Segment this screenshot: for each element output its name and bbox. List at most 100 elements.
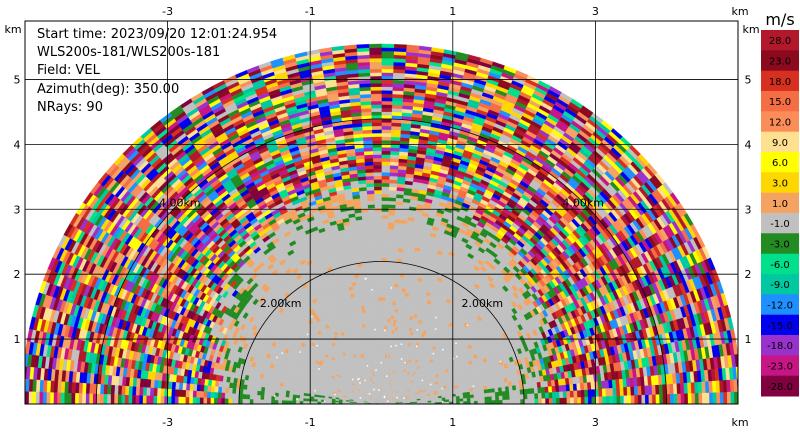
radar-gate-cell bbox=[381, 207, 389, 212]
radar-gate-cell bbox=[389, 318, 394, 323]
radar-gate-cell bbox=[659, 394, 664, 404]
radar-gate-cell bbox=[371, 122, 382, 127]
radar-gate-cell bbox=[637, 394, 642, 404]
radar-gate-cell bbox=[381, 197, 389, 202]
radar-gate-cell bbox=[390, 140, 401, 145]
radar-gate-cell bbox=[541, 398, 546, 404]
radar-gate-cell bbox=[378, 318, 382, 323]
radar-gate-cell bbox=[394, 308, 399, 313]
radar-gate-cell bbox=[516, 398, 521, 404]
radar-gate-cell bbox=[388, 304, 393, 309]
radar-gate-cell bbox=[381, 150, 391, 155]
radar-gate-cell bbox=[608, 387, 614, 397]
radar-gate-cell bbox=[372, 147, 382, 152]
radar-gate-cell bbox=[367, 275, 373, 281]
radar-gate-cell bbox=[356, 44, 370, 49]
radar-gate-cell bbox=[387, 215, 395, 220]
radar-gate-cell bbox=[480, 389, 485, 394]
radar-gate-cell bbox=[672, 383, 678, 394]
radar-gate-cell bbox=[374, 204, 382, 209]
radar-gate-cell bbox=[637, 385, 642, 396]
radar-gate-cell bbox=[487, 388, 492, 393]
radar-gate-cell bbox=[375, 236, 382, 241]
radar-gate-cell bbox=[388, 297, 393, 302]
radar-gate-cell bbox=[374, 200, 382, 205]
radar-gate-cell bbox=[381, 339, 384, 344]
radar-gate-cell bbox=[544, 386, 549, 393]
radar-gate-cell bbox=[616, 395, 621, 404]
radar-gate-cell bbox=[363, 154, 374, 159]
radar-gate-cell bbox=[630, 386, 635, 396]
radar-gate-cell bbox=[587, 396, 592, 404]
radar-gate-cell bbox=[381, 79, 393, 84]
radar-gate-cell bbox=[477, 396, 482, 401]
radar-gate-cell bbox=[386, 247, 393, 252]
radar-gate-cell bbox=[389, 154, 400, 159]
radar-gate-cell bbox=[393, 286, 399, 292]
radar-gate-cell bbox=[530, 398, 535, 404]
radar-gate-cell bbox=[381, 296, 386, 301]
radar-gate-cell bbox=[365, 293, 371, 299]
radar-gate-cell bbox=[377, 293, 382, 298]
radar-gate-cell bbox=[511, 384, 517, 391]
radar-gate-cell bbox=[381, 357, 384, 362]
radar-gate-cell bbox=[566, 390, 571, 398]
radar-gate-cell bbox=[477, 400, 482, 404]
radar-gate-cell bbox=[376, 254, 382, 259]
radar-gate-cell bbox=[381, 250, 387, 255]
radar-gate-cell bbox=[381, 218, 389, 223]
radar-gate-cell bbox=[392, 236, 400, 242]
radar-gate-cell bbox=[364, 165, 374, 170]
radar-gate-cell bbox=[371, 107, 382, 112]
radar-gate-cell bbox=[381, 58, 394, 63]
radar-gate-cell bbox=[374, 197, 382, 202]
radar-gate-cell bbox=[364, 240, 371, 245]
radar-gate-cell bbox=[381, 214, 389, 219]
radar-gate-cell bbox=[389, 168, 399, 173]
radar-gate-cell bbox=[375, 321, 379, 326]
radar-gate-cell bbox=[385, 293, 390, 298]
radar-gate-cell bbox=[387, 307, 392, 312]
radar-gate-cell bbox=[530, 387, 535, 394]
radar-gate-cell bbox=[381, 182, 390, 187]
radar-gate-cell bbox=[375, 325, 380, 330]
radar-gate-cell bbox=[505, 394, 510, 400]
radar-gate-cell bbox=[372, 154, 382, 159]
radar-gate-cell bbox=[381, 350, 384, 355]
radar-gate-cell bbox=[367, 211, 376, 216]
radar-gate-cell bbox=[381, 107, 392, 112]
radar-gate-cell bbox=[712, 392, 717, 404]
radar-gate-cell bbox=[369, 61, 382, 66]
radar-gate-cell bbox=[392, 247, 399, 252]
radar-gate-cell bbox=[473, 397, 478, 401]
radar-gate-cell bbox=[381, 54, 394, 59]
radar-gate-cell bbox=[381, 264, 387, 269]
radar-gate-cell bbox=[381, 43, 395, 48]
radar-gate-cell bbox=[381, 243, 388, 248]
radar-gate-cell bbox=[376, 279, 382, 284]
radar-gate-cell bbox=[381, 72, 394, 77]
radar-gate-cell bbox=[374, 311, 379, 316]
radar-gate-cell bbox=[381, 286, 386, 291]
radar-gate-cell bbox=[466, 397, 471, 402]
radar-gate-cell bbox=[366, 193, 375, 198]
radar-gate-cell bbox=[370, 90, 382, 95]
radar-gate-cell bbox=[577, 396, 582, 404]
radar-gate-cell bbox=[381, 100, 393, 105]
radar-gate-cell bbox=[367, 268, 373, 273]
radar-gate-cell bbox=[548, 391, 553, 399]
radar-gate-cell bbox=[495, 395, 500, 401]
radar-gate-cell bbox=[463, 397, 468, 402]
radar-gate-cell bbox=[386, 322, 391, 327]
radar-gate-cell bbox=[506, 399, 510, 404]
radar-gate-cell bbox=[389, 172, 398, 177]
radar-gate-cell bbox=[445, 399, 450, 402]
radar-gate-cell bbox=[381, 147, 391, 152]
radar-gate-cell bbox=[381, 47, 395, 52]
radar-gate-cell bbox=[383, 332, 387, 337]
radar-gate-cell bbox=[381, 368, 383, 373]
radar-gate-cell bbox=[375, 225, 382, 230]
radar-gate-cell bbox=[381, 282, 386, 287]
radar-gate-cell bbox=[360, 101, 372, 106]
radar-gate-cell bbox=[370, 86, 382, 91]
